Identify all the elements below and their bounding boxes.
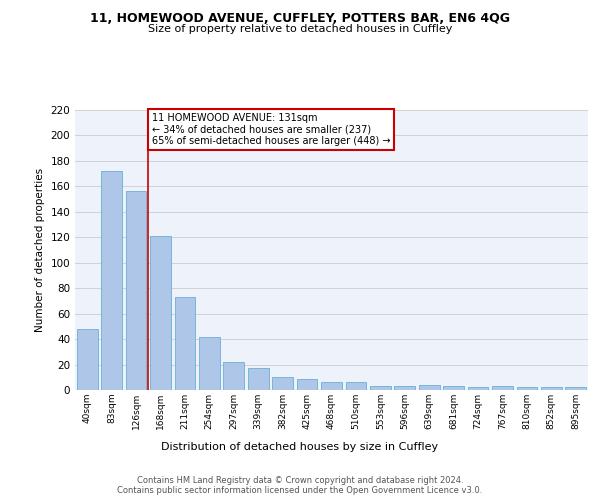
Bar [175,297,196,390]
Bar [517,388,538,390]
Bar [467,388,488,390]
Text: 11, HOMEWOOD AVENUE, CUFFLEY, POTTERS BAR, EN6 4QG: 11, HOMEWOOD AVENUE, CUFFLEY, POTTERS BA… [90,12,510,26]
Bar [321,382,342,390]
Bar [125,192,146,390]
Y-axis label: Number of detached properties: Number of detached properties [35,168,45,332]
Bar [541,388,562,390]
Bar [296,378,317,390]
Bar [565,388,586,390]
Bar [272,378,293,390]
Text: Distribution of detached houses by size in Cuffley: Distribution of detached houses by size … [161,442,439,452]
Bar [370,386,391,390]
Bar [77,329,98,390]
Bar [199,336,220,390]
Bar [150,236,171,390]
Bar [394,386,415,390]
Bar [419,385,440,390]
Bar [248,368,269,390]
Text: 11 HOMEWOOD AVENUE: 131sqm
← 34% of detached houses are smaller (237)
65% of sem: 11 HOMEWOOD AVENUE: 131sqm ← 34% of deta… [152,112,391,146]
Bar [492,386,513,390]
Bar [346,382,367,390]
Bar [101,171,122,390]
Bar [223,362,244,390]
Text: Contains HM Land Registry data © Crown copyright and database right 2024.
Contai: Contains HM Land Registry data © Crown c… [118,476,482,495]
Bar [443,386,464,390]
Text: Size of property relative to detached houses in Cuffley: Size of property relative to detached ho… [148,24,452,34]
